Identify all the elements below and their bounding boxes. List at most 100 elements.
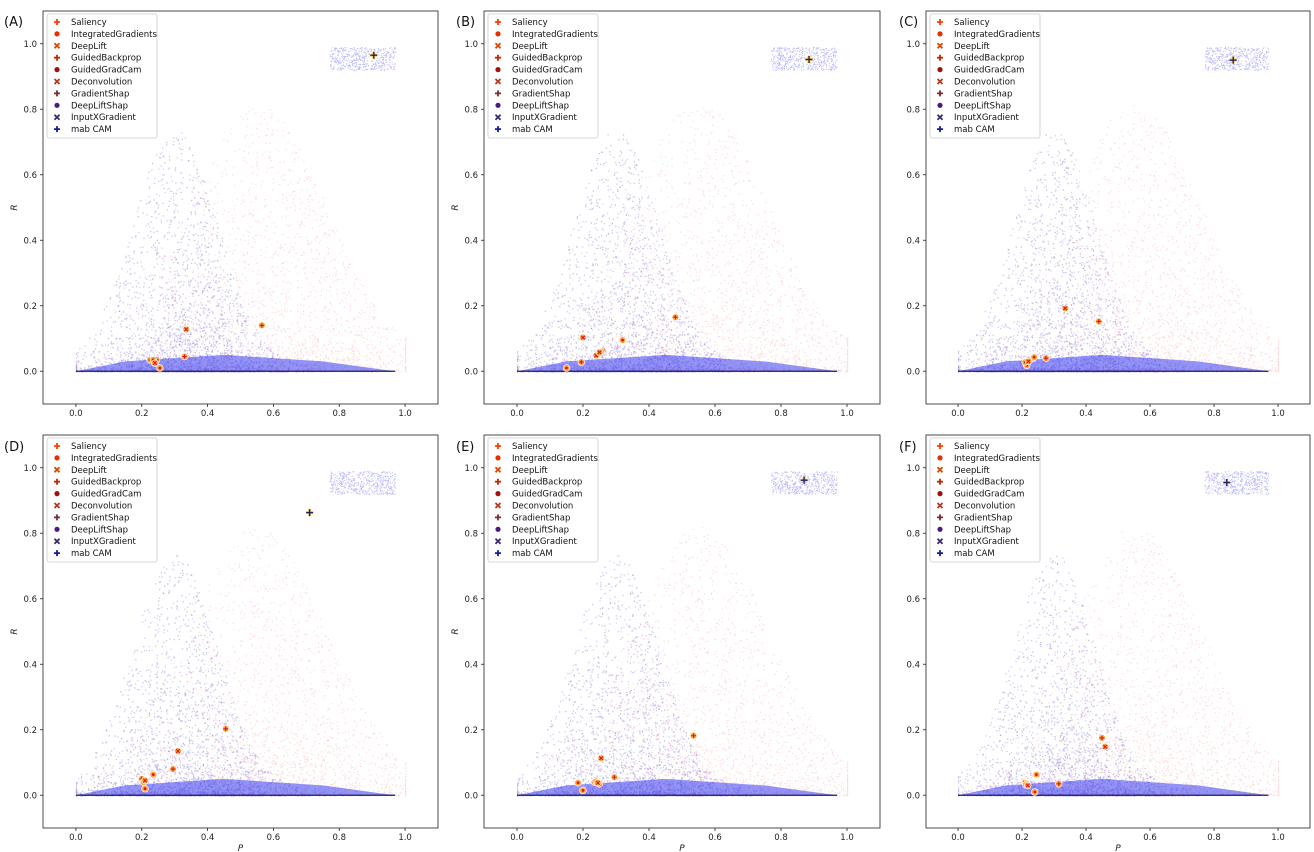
legend-item: Saliency bbox=[937, 18, 990, 28]
y-tick-label: 0.2 bbox=[464, 726, 478, 736]
plus-icon bbox=[937, 478, 943, 485]
legend-label: Deconvolution bbox=[954, 78, 1015, 88]
legend-item: GuidedGradCam bbox=[937, 490, 1024, 500]
legend-label: GradientShap bbox=[954, 513, 1012, 523]
method-marker bbox=[671, 313, 680, 321]
method-marker bbox=[594, 779, 602, 787]
legend-item: GradientShap bbox=[937, 89, 1012, 99]
legend-item: GuidedGradCam bbox=[54, 490, 141, 500]
y-tick-label: 0.8 bbox=[23, 529, 37, 539]
legend-label: GradientShap bbox=[512, 513, 570, 523]
method-marker bbox=[597, 754, 605, 762]
method-marker bbox=[579, 786, 587, 795]
legend-label: GuidedGradCam bbox=[954, 490, 1024, 500]
x-icon bbox=[53, 114, 61, 121]
x-icon bbox=[494, 538, 502, 545]
legend-item: Saliency bbox=[54, 442, 107, 452]
x-icon bbox=[936, 466, 944, 473]
legend-item: DeepLift bbox=[53, 466, 107, 476]
method-marker bbox=[182, 325, 190, 334]
legend-label: Saliency bbox=[512, 442, 548, 452]
method-marker bbox=[800, 476, 808, 484]
x-icon bbox=[53, 538, 61, 545]
legend-item: InputXGradient bbox=[53, 537, 136, 547]
y-tick-label: 1.0 bbox=[23, 464, 37, 474]
scatter-cloud bbox=[517, 47, 849, 373]
method-marker bbox=[1032, 770, 1041, 779]
plus-icon bbox=[54, 514, 60, 521]
legend-label: GradientShap bbox=[71, 89, 129, 99]
y-tick-label: 0.8 bbox=[23, 105, 37, 115]
legend-label: mab CAM bbox=[954, 549, 995, 559]
plot-frame bbox=[483, 434, 881, 829]
y-tick-label: 1.0 bbox=[906, 40, 920, 50]
legend-item: Deconvolution bbox=[494, 502, 573, 512]
plus-icon bbox=[495, 54, 501, 61]
method-marker bbox=[169, 765, 177, 773]
y-axis-label: R bbox=[451, 628, 461, 634]
legend-item: Deconvolution bbox=[936, 502, 1015, 512]
legend-item: mab CAM bbox=[937, 549, 995, 559]
chart-panel: 0.0 0.2 0.4 0.6 0.8 1.0 0.0 0.2 0.4 0.6 0.8 1.0 R (B)… bbox=[451, 10, 881, 419]
legend-item: GuidedGradCam bbox=[54, 66, 141, 76]
x-tick-label: 0.6 bbox=[708, 833, 722, 843]
legend-item: IntegratedGradients bbox=[937, 30, 1041, 40]
legend-label: GuidedGradCam bbox=[512, 66, 582, 76]
y-tick-label: 0.4 bbox=[464, 660, 478, 670]
y-tick-label: 0.4 bbox=[906, 660, 920, 670]
legend-label: GuidedGradCam bbox=[512, 490, 582, 500]
circle-icon bbox=[937, 455, 943, 461]
legend-item: mab CAM bbox=[54, 125, 112, 135]
y-tick-label: 0.4 bbox=[23, 236, 37, 246]
legend-label: DeepLift bbox=[954, 42, 990, 52]
legend-label: GuidedGradCam bbox=[954, 66, 1024, 76]
method-marker bbox=[1229, 56, 1237, 64]
legend: Saliency IntegratedGradients DeepLift Guide… bbox=[46, 437, 158, 563]
legend-item: GradientShap bbox=[937, 513, 1012, 523]
chart-panel: 0.0 0.2 0.4 0.6 0.8 1.0 0.0 0.2 0.4 0.6 0.8 1.0 P (F)… bbox=[899, 434, 1311, 852]
legend-item: IntegratedGradients bbox=[54, 30, 158, 40]
y-tick-label: 0.2 bbox=[906, 726, 920, 736]
chart-panel: 0.0 0.2 0.4 0.6 0.8 1.0 0.0 0.2 0.4 0.6 0.8 1.0 R (A)… bbox=[4, 10, 439, 419]
legend-item: Deconvolution bbox=[53, 78, 132, 88]
chart-panel: 0.0 0.2 0.4 0.6 0.8 1.0 0.0 0.2 0.4 0.6 0.8 1.0 P R (D… bbox=[4, 434, 439, 852]
y-tick-label: 0.8 bbox=[906, 105, 920, 115]
x-tick-label: 0.4 bbox=[1079, 833, 1093, 843]
legend-item: mab CAM bbox=[937, 125, 995, 135]
y-tick-label: 0.0 bbox=[23, 791, 37, 801]
plus-icon bbox=[54, 90, 60, 97]
circle-icon bbox=[937, 67, 943, 73]
legend-label: GradientShap bbox=[954, 89, 1012, 99]
method-marker bbox=[151, 359, 159, 367]
legend-label: IntegratedGradients bbox=[954, 30, 1041, 40]
x-tick-label: 1.0 bbox=[1271, 409, 1285, 419]
circle-icon bbox=[495, 31, 501, 37]
legend-label: GuidedBackprop bbox=[512, 54, 582, 64]
x-axis-label: P bbox=[238, 844, 244, 852]
y-tick-label: 0.6 bbox=[464, 595, 478, 605]
x-icon bbox=[936, 538, 944, 545]
plot-frame bbox=[483, 10, 881, 405]
x-tick-label: 0.0 bbox=[69, 833, 83, 843]
x-tick-label: 0.2 bbox=[1015, 833, 1029, 843]
plot-frame bbox=[42, 434, 439, 829]
y-tick-label: 0.0 bbox=[906, 791, 920, 801]
circle-icon bbox=[54, 455, 60, 461]
legend-item: GradientShap bbox=[495, 513, 570, 523]
method-marker bbox=[141, 784, 149, 793]
circle-icon bbox=[495, 491, 501, 497]
legend-item: Deconvolution bbox=[494, 78, 573, 88]
legend-label: DeepLift bbox=[512, 42, 548, 52]
x-tick-label: 0.6 bbox=[267, 409, 281, 419]
legend-item: Deconvolution bbox=[936, 78, 1015, 88]
plus-icon bbox=[495, 550, 501, 557]
y-tick-label: 0.8 bbox=[464, 529, 478, 539]
legend-item: IntegratedGradients bbox=[495, 30, 599, 40]
x-tick-label: 1.0 bbox=[1271, 833, 1285, 843]
method-marker bbox=[1223, 478, 1231, 486]
plot-frame bbox=[925, 10, 1311, 405]
y-tick-label: 1.0 bbox=[464, 464, 478, 474]
y-tick-label: 0.2 bbox=[464, 302, 478, 312]
x-tick-label: 0.4 bbox=[642, 833, 656, 843]
